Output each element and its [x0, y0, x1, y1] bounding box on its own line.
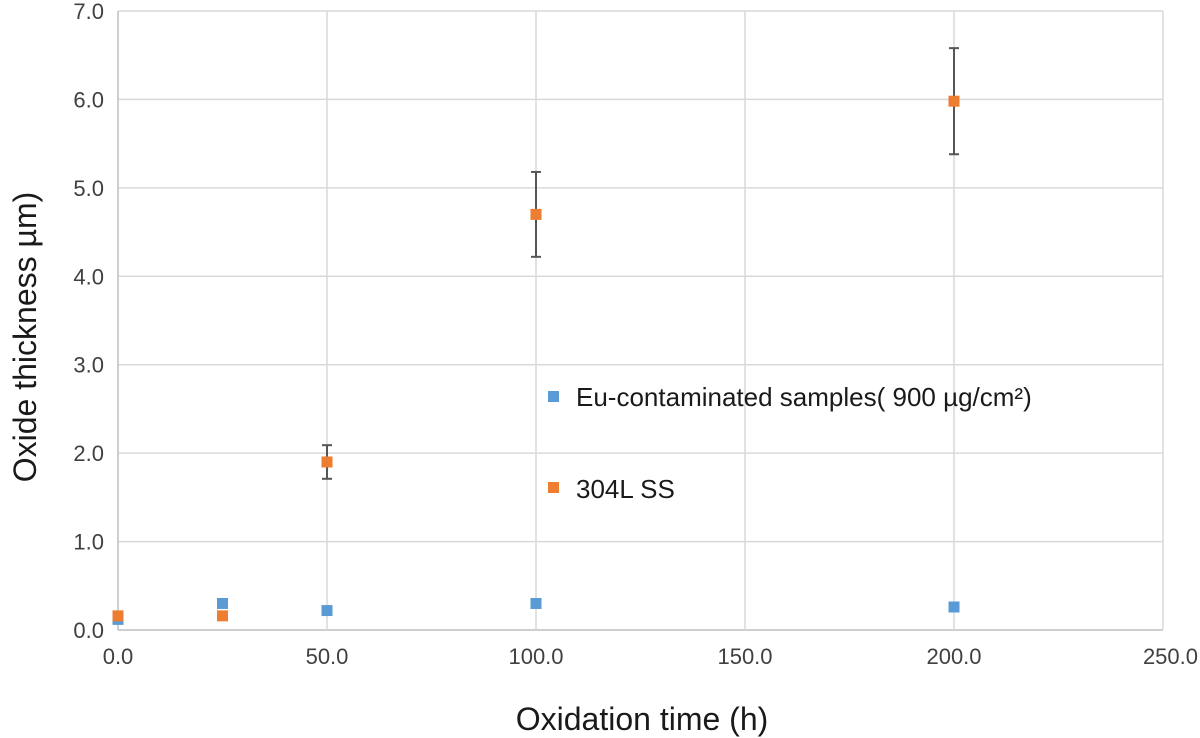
304l-ss-point [321, 456, 333, 468]
legend-swatch-eu [548, 391, 559, 402]
legend-swatch-304l [548, 482, 559, 493]
eu-contaminated-point [530, 597, 542, 609]
304l-ss-point [530, 208, 542, 220]
y-tick-label: 0.0 [73, 618, 104, 643]
x-tick-label: 50.0 [306, 644, 349, 669]
eu-contaminated-point [217, 597, 228, 609]
y-tick-label: 1.0 [73, 530, 104, 555]
legend-label-304l: 304L SS [576, 474, 675, 504]
x-tick-label: 150.0 [717, 644, 772, 669]
eu-contaminated-point [321, 605, 333, 617]
tick-labels: 0.0 1.0 2.0 3.0 4.0 5.0 6.0 7.0 0.0 50.0 100.0 150.… [73, 0, 1198, 669]
eu-contaminated-point [948, 601, 960, 613]
y-tick-label: 4.0 [73, 264, 104, 289]
x-tick-label: 200.0 [926, 644, 981, 669]
legend: Eu-contaminated samples( 900 µg/cm²) 304… [548, 382, 1032, 504]
legend-label-eu: Eu-contaminated samples( 900 µg/cm²) [576, 382, 1032, 412]
data-points [112, 95, 960, 625]
y-axis-title: Oxide thickness µm) [7, 192, 43, 483]
y-tick-label: 3.0 [73, 353, 104, 378]
y-tick-label: 7.0 [73, 0, 104, 24]
y-tick-label: 2.0 [73, 441, 104, 466]
x-tick-label: 100.0 [508, 644, 563, 669]
x-axis-title: Oxidation time (h) [516, 701, 769, 737]
grid [117, 10, 1164, 631]
error-bars [322, 47, 959, 480]
x-tick-label: 0.0 [103, 644, 134, 669]
y-tick-label: 6.0 [73, 87, 104, 112]
y-tick-label: 5.0 [73, 176, 104, 201]
x-tick-label: 250.0 [1143, 644, 1198, 669]
304l-ss-point [217, 610, 228, 622]
304l-ss-point [112, 610, 124, 622]
304l-ss-point [948, 95, 960, 107]
